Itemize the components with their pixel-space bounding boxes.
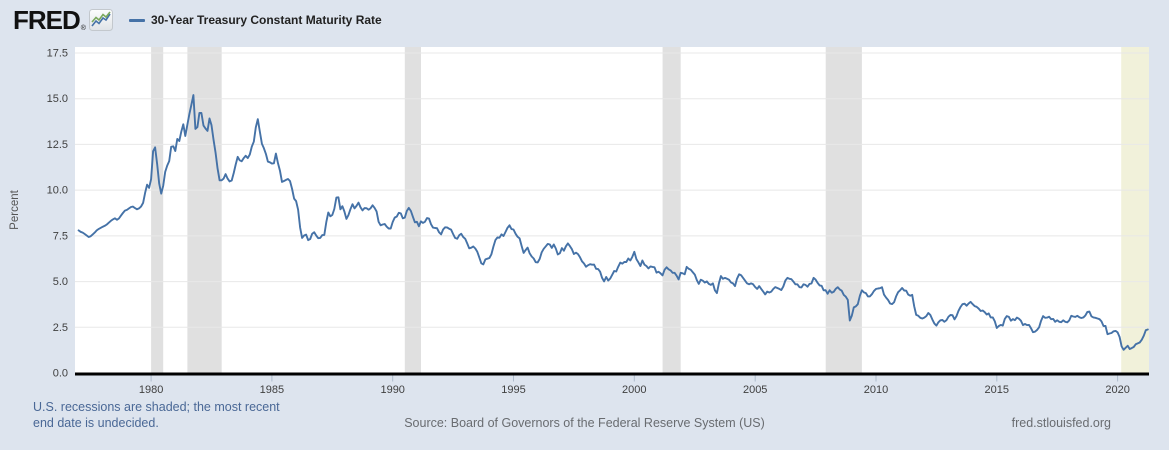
y-axis-label: Percent bbox=[9, 189, 21, 229]
ongoing-recession-band bbox=[1121, 47, 1149, 373]
x-tick-label: 2015 bbox=[985, 384, 1009, 396]
recession-band bbox=[151, 47, 164, 373]
x-tick-label: 1990 bbox=[380, 384, 404, 396]
recession-band bbox=[404, 47, 421, 373]
fred-logo-chart-icon bbox=[88, 9, 113, 31]
x-tick-label: 2000 bbox=[622, 384, 646, 396]
source-text: Source: Board of Governors of the Federa… bbox=[404, 416, 765, 430]
y-tick-label: 5.0 bbox=[53, 276, 68, 288]
legend-line-swatch bbox=[128, 18, 145, 22]
recession-note-line2: end date is undecided. bbox=[33, 416, 159, 430]
legend: 30-Year Treasury Constant Maturity Rate bbox=[128, 13, 382, 27]
series-line bbox=[77, 94, 1149, 351]
y-tick-label: 0.0 bbox=[53, 368, 68, 380]
x-tick-label: 2020 bbox=[1105, 384, 1129, 396]
legend-series-label[interactable]: 30-Year Treasury Constant Maturity Rate bbox=[150, 13, 382, 27]
recession-band bbox=[825, 47, 862, 373]
x-tick-label: 1985 bbox=[260, 384, 284, 396]
recession-note-line1: U.S. recessions are shaded; the most rec… bbox=[33, 400, 280, 414]
recession-note: U.S. recessions are shaded; the most rec… bbox=[33, 399, 280, 431]
y-tick-label: 17.5 bbox=[47, 48, 68, 60]
x-tick-label: 2010 bbox=[864, 384, 888, 396]
fred-logo[interactable]: FRED ® bbox=[13, 5, 86, 35]
chart-header: FRED ® 30-Year Treasury Constant Maturit… bbox=[0, 0, 1169, 40]
plot-background bbox=[75, 47, 1149, 373]
fred-logo-text: FRED bbox=[13, 5, 81, 35]
y-tick-label: 2.5 bbox=[53, 322, 68, 334]
x-tick-label: 1995 bbox=[501, 384, 525, 396]
y-tick-label: 7.5 bbox=[53, 230, 68, 242]
registered-trademark-mark: ® bbox=[80, 25, 86, 32]
y-tick-label: 12.5 bbox=[47, 139, 68, 151]
fred-url[interactable]: fred.stlouisfed.org bbox=[1011, 416, 1111, 430]
y-tick-label: 10.0 bbox=[47, 185, 68, 197]
y-tick-label: 15.0 bbox=[47, 93, 68, 105]
x-tick-label: 1980 bbox=[139, 384, 163, 396]
recession-band bbox=[662, 47, 681, 373]
x-tick-label: 2005 bbox=[743, 384, 767, 396]
